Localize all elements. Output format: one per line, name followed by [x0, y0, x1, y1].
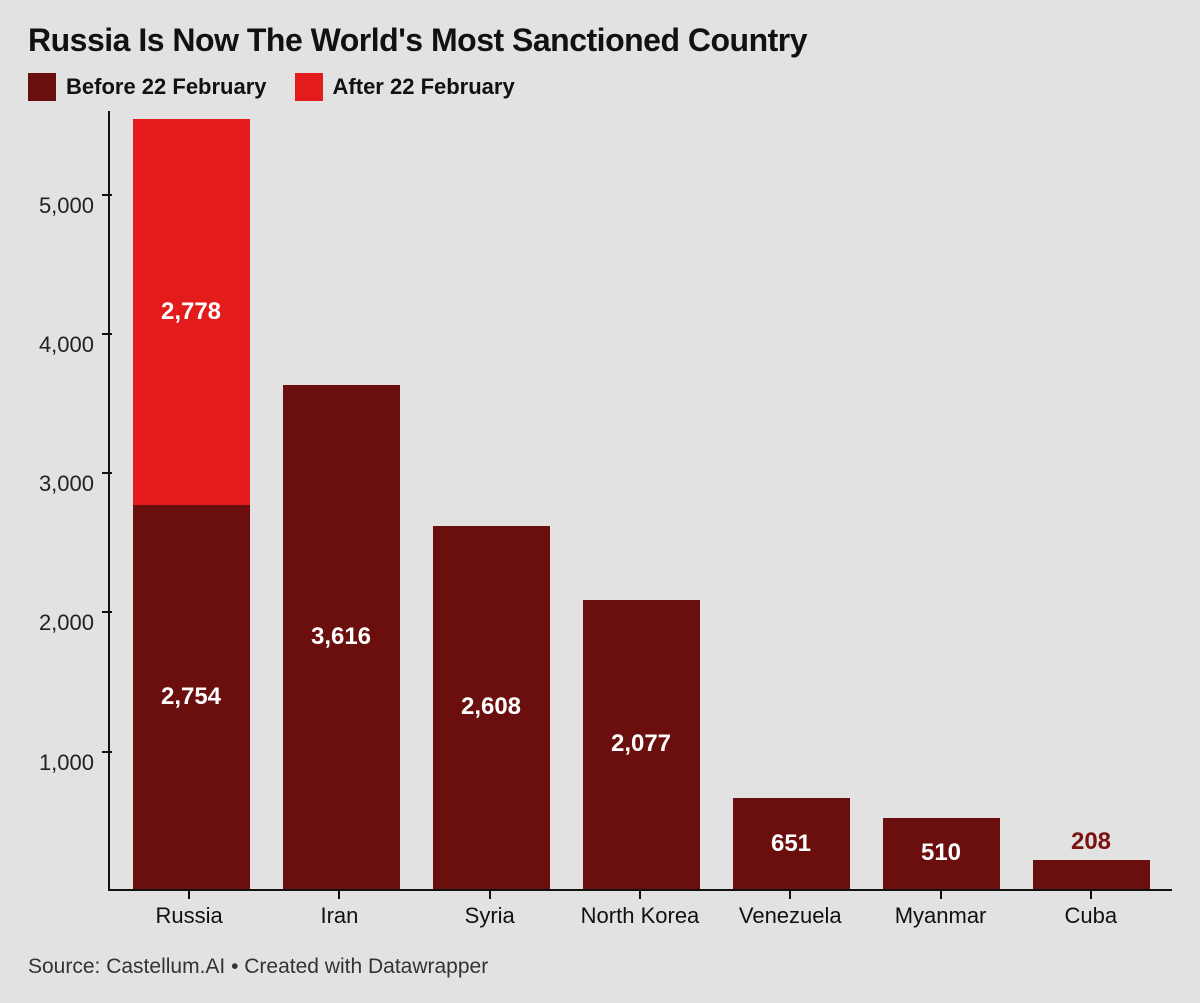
bar-stack: 2,608 — [433, 526, 550, 889]
bar-segment-before: 2,077 — [583, 600, 700, 889]
chart-footer: Source: Castellum.AI • Created with Data… — [28, 955, 1172, 979]
y-tick-label: 1,000 — [28, 750, 108, 776]
bars-container: 2,754 2,778 3,616 2,608 2,077 651 510 208 — [110, 111, 1172, 889]
x-label-wrap: Iran — [264, 891, 414, 941]
x-tick-mark — [639, 889, 641, 899]
legend-swatch-before — [28, 73, 56, 101]
bar-segment-before: 208 — [1033, 860, 1150, 889]
bar-value-label: 208 — [1071, 828, 1111, 856]
y-tick-mark — [102, 194, 112, 196]
bar-segment-before: 510 — [883, 818, 1000, 889]
legend-item-after: After 22 February — [295, 73, 515, 101]
legend-item-before: Before 22 February — [28, 73, 267, 101]
x-axis-labels: RussiaIranSyriaNorth KoreaVenezuelaMyanm… — [108, 891, 1172, 941]
bar-segment-before: 2,608 — [433, 526, 550, 889]
bar-value-label: 510 — [921, 839, 961, 867]
bar-value-label: 2,608 — [461, 693, 521, 721]
x-tick-mark — [1090, 889, 1092, 899]
bar-value-label: 2,077 — [611, 730, 671, 758]
bar-slot: 208 — [1016, 111, 1166, 889]
y-tick-mark — [102, 333, 112, 335]
bar-slot: 2,754 2,778 — [116, 111, 266, 889]
x-tick-mark — [188, 889, 190, 899]
x-label-wrap: Syria — [415, 891, 565, 941]
bar-segment-after: 2,778 — [133, 119, 250, 506]
bar-stack: 208 — [1033, 860, 1150, 889]
y-tick-mark — [102, 611, 112, 613]
x-label-wrap: Cuba — [1016, 891, 1166, 941]
x-label-wrap: Myanmar — [865, 891, 1015, 941]
y-tick-label: 5,000 — [28, 193, 108, 219]
legend-swatch-after — [295, 73, 323, 101]
bar-slot: 2,077 — [566, 111, 716, 889]
x-label-wrap: North Korea — [565, 891, 715, 941]
x-tick-mark — [338, 889, 340, 899]
x-tick-mark — [489, 889, 491, 899]
y-tick-label: 3,000 — [28, 471, 108, 497]
x-label-wrap: Venezuela — [715, 891, 865, 941]
y-tick-label: 2,000 — [28, 610, 108, 636]
y-tick-mark — [102, 751, 112, 753]
bar-value-label: 2,754 — [161, 683, 221, 711]
bar-value-label: 3,616 — [311, 623, 371, 651]
bar-stack: 2,754 2,778 — [133, 119, 250, 890]
legend-label-before: Before 22 February — [66, 74, 267, 100]
bar-segment-before: 3,616 — [283, 385, 400, 889]
bar-stack: 2,077 — [583, 600, 700, 889]
bar-slot: 2,608 — [416, 111, 566, 889]
legend: Before 22 February After 22 February — [28, 73, 1172, 101]
bar-value-label: 651 — [771, 830, 811, 858]
plot-area: 2,754 2,778 3,616 2,608 2,077 651 510 208 — [108, 111, 1172, 891]
x-label-wrap: Russia — [114, 891, 264, 941]
x-tick-mark — [789, 889, 791, 899]
bar-slot: 3,616 — [266, 111, 416, 889]
bar-stack: 510 — [883, 818, 1000, 889]
bar-stack: 3,616 — [283, 385, 400, 889]
bar-slot: 651 — [716, 111, 866, 889]
y-tick-mark — [102, 472, 112, 474]
chart: 2,754 2,778 3,616 2,608 2,077 651 510 208 1,000… — [28, 111, 1172, 941]
x-tick-mark — [940, 889, 942, 899]
legend-label-after: After 22 February — [333, 74, 515, 100]
y-tick-label: 4,000 — [28, 332, 108, 358]
chart-title: Russia Is Now The World's Most Sanctione… — [28, 22, 1172, 59]
bar-stack: 651 — [733, 798, 850, 889]
bar-slot: 510 — [866, 111, 1016, 889]
bar-segment-before: 2,754 — [133, 505, 250, 889]
bar-segment-before: 651 — [733, 798, 850, 889]
bar-value-label: 2,778 — [161, 298, 221, 326]
